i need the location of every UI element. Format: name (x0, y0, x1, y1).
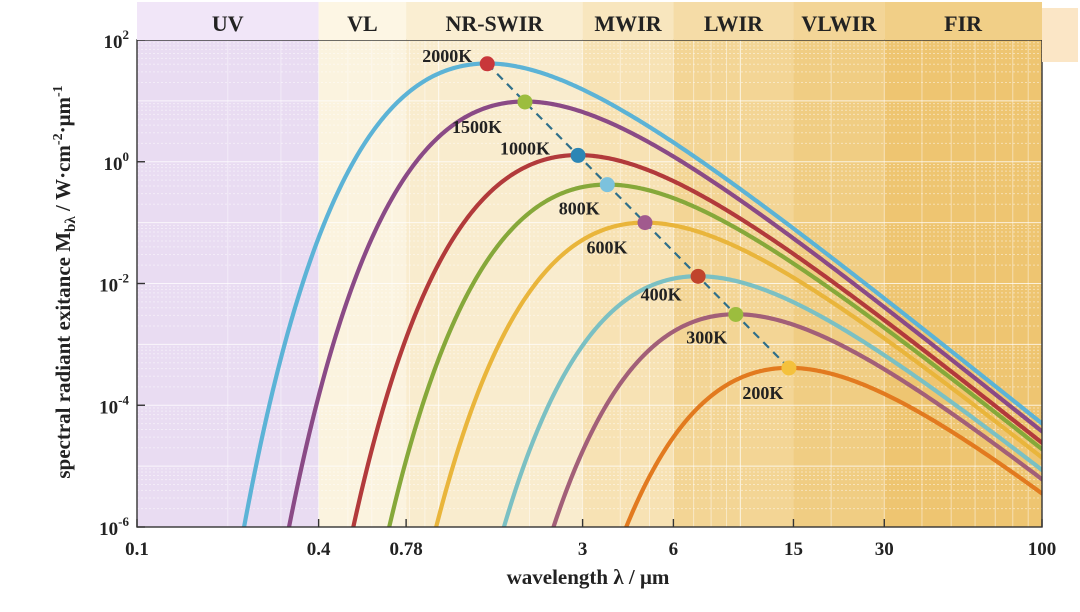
label-600k: 600K (586, 238, 627, 258)
band-label-fir: FIR (944, 11, 983, 36)
peak-marker-2000k (479, 56, 495, 72)
label-800k: 800K (559, 199, 600, 219)
curve-300k (551, 312, 1042, 527)
x-tick-label: 3 (578, 539, 588, 560)
band-lwir-header (673, 2, 794, 40)
band-label-vl: VL (347, 11, 378, 36)
curve-600k (434, 220, 1042, 527)
y-tick-label: 102 (104, 27, 130, 53)
label-300k: 300K (686, 327, 727, 347)
curve-1500k (286, 99, 1042, 527)
wien-displacement-line (486, 63, 790, 369)
band-label-lwir: LWIR (704, 11, 764, 36)
band-vl-header (318, 2, 407, 40)
peak-marker-1500k (517, 94, 533, 110)
band-label-vlwir: VLWIR (801, 11, 877, 36)
band-label-nr-swir: NR-SWIR (445, 11, 544, 36)
axes: 0.1 0.4 0.78 3 6 15 30 100 102 100 10-2 10-4 10-6 (99, 27, 1056, 560)
peak-marker-400k (690, 268, 706, 284)
wien-dashed-line (486, 63, 790, 369)
curve-1000k (351, 152, 1042, 527)
header-edge-glow (1042, 8, 1078, 62)
y-tick-label: 10-6 (99, 514, 129, 540)
label-200k: 200K (742, 383, 783, 403)
peak-marker-300k (728, 306, 744, 322)
curve-400k (501, 274, 1042, 527)
label-400k: 400K (641, 284, 682, 304)
x-tick-label: 15 (784, 539, 803, 560)
y-tick-label: 10-2 (99, 271, 129, 297)
band-header: UV VL NR-SWIR MWIR LWIR VLWIR FIR (137, 2, 1078, 62)
x-tick-label: 0.4 (307, 539, 331, 560)
band-label-uv: UV (212, 11, 244, 36)
y-axis-title: spectral radiant exitance Mbλ / W·cm-2·μ… (51, 85, 79, 478)
curve-200k (623, 365, 1042, 527)
curve-800k (387, 182, 1042, 527)
label-1000k: 1000K (500, 138, 550, 158)
band-fir-header (884, 2, 1042, 40)
band-uv-header (137, 2, 319, 40)
planck-curves (241, 61, 1042, 527)
x-axis-title: wavelength λ / μm (507, 565, 670, 589)
peak-marker-1000k (570, 147, 586, 163)
peak-markers (479, 56, 797, 376)
band-vlwir-header (793, 2, 885, 40)
band-mwir-header (582, 2, 674, 40)
x-tick-label: 0.1 (125, 539, 149, 560)
x-tick-label: 0.78 (389, 539, 422, 560)
x-tick-label: 6 (669, 539, 679, 560)
band-nr-swir-header (406, 2, 583, 40)
y-tick-label: 100 (104, 149, 130, 175)
label-1500k: 1500K (452, 117, 502, 137)
curve-2000k (241, 61, 1042, 527)
peak-marker-200k (781, 360, 797, 376)
x-tick-label: 100 (1028, 539, 1057, 560)
y-tick-label: 10-4 (99, 392, 129, 418)
x-tick-label: 30 (875, 539, 894, 560)
label-2000k: 2000K (422, 46, 472, 66)
band-label-mwir: MWIR (594, 11, 662, 36)
peak-marker-600k (637, 215, 653, 231)
peak-marker-800k (599, 177, 615, 193)
